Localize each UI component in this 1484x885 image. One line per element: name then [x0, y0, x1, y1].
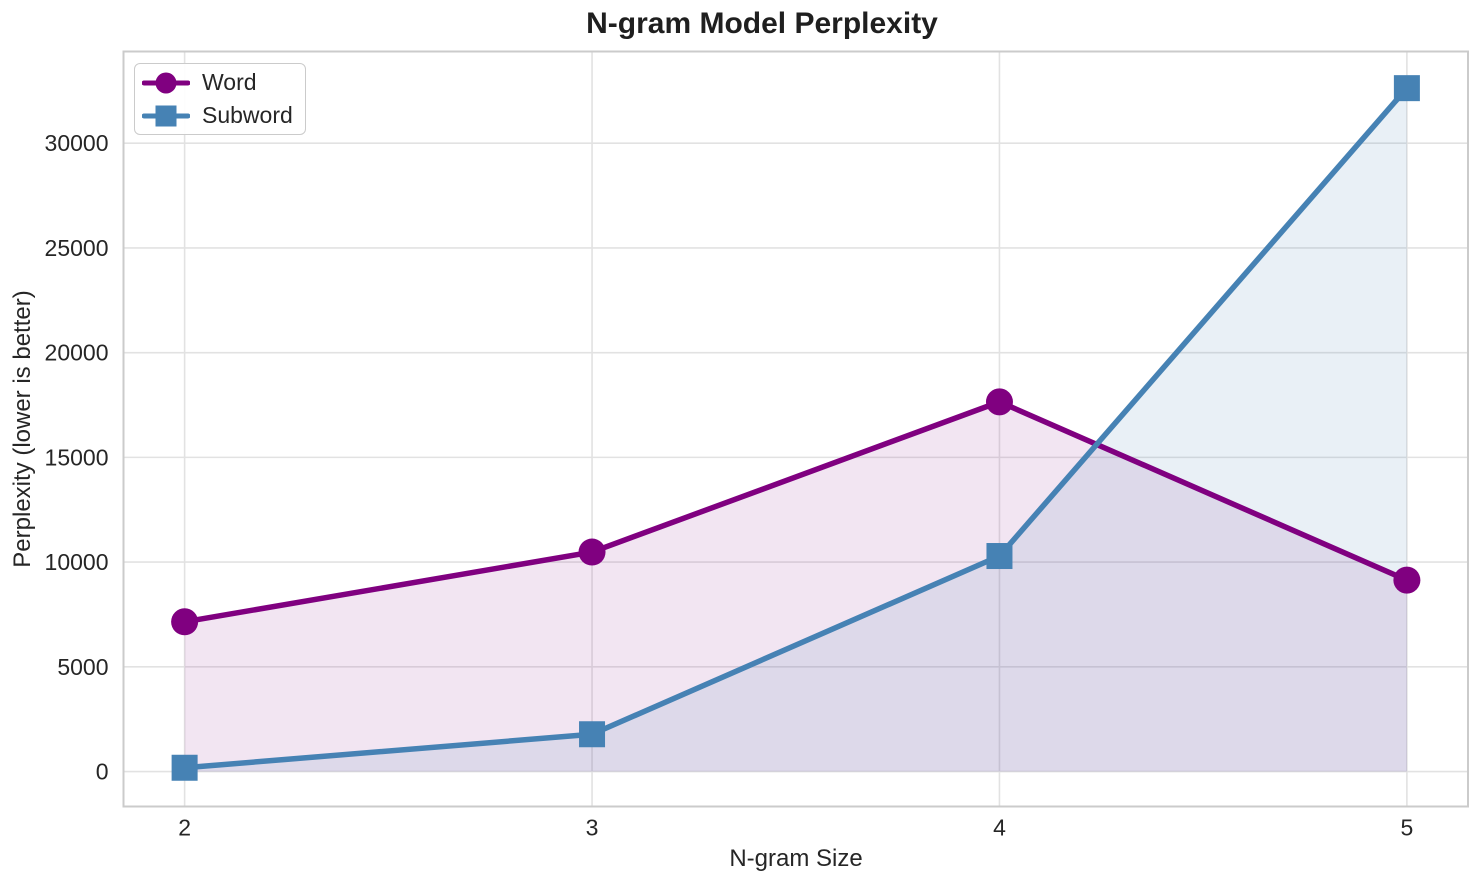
x-tick-labels: 2 3 4 5 — [178, 815, 1413, 841]
svg-text:3: 3 — [586, 815, 599, 841]
svg-text:0: 0 — [96, 759, 109, 785]
svg-text:25000: 25000 — [45, 235, 109, 261]
svg-text:10000: 10000 — [45, 549, 109, 575]
subword-series-marker-icon — [142, 102, 190, 130]
legend-label-subword: Subword — [202, 102, 293, 128]
svg-text:2: 2 — [178, 815, 191, 841]
svg-text:15000: 15000 — [45, 444, 109, 470]
chart-title: N-gram Model Perplexity — [586, 7, 938, 40]
y-tick-labels: 0 5000 10000 15000 20000 25000 30000 — [45, 130, 109, 784]
svg-text:20000: 20000 — [45, 340, 109, 366]
x-axis-label: N-gram Size — [729, 845, 863, 872]
subword-area — [184, 88, 1407, 772]
legend: Word Subword — [134, 63, 306, 135]
word-markers — [171, 388, 1421, 636]
y-axis-label: Perplexity (lower is better) — [9, 290, 36, 568]
gridlines — [123, 51, 1468, 807]
legend-label-word: Word — [202, 69, 257, 95]
svg-text:5: 5 — [1400, 815, 1413, 841]
svg-text:30000: 30000 — [45, 130, 109, 156]
word-series-marker-icon — [142, 69, 190, 97]
svg-text:5000: 5000 — [57, 654, 108, 680]
svg-text:4: 4 — [993, 815, 1006, 841]
word-area — [184, 401, 1407, 772]
plot-border — [122, 50, 1469, 808]
legend-item-word: Word — [142, 67, 293, 98]
subword-line — [181, 85, 1410, 771]
subword-markers — [171, 75, 1420, 781]
legend-item-subword: Subword — [142, 100, 293, 131]
word-line — [181, 399, 1410, 625]
